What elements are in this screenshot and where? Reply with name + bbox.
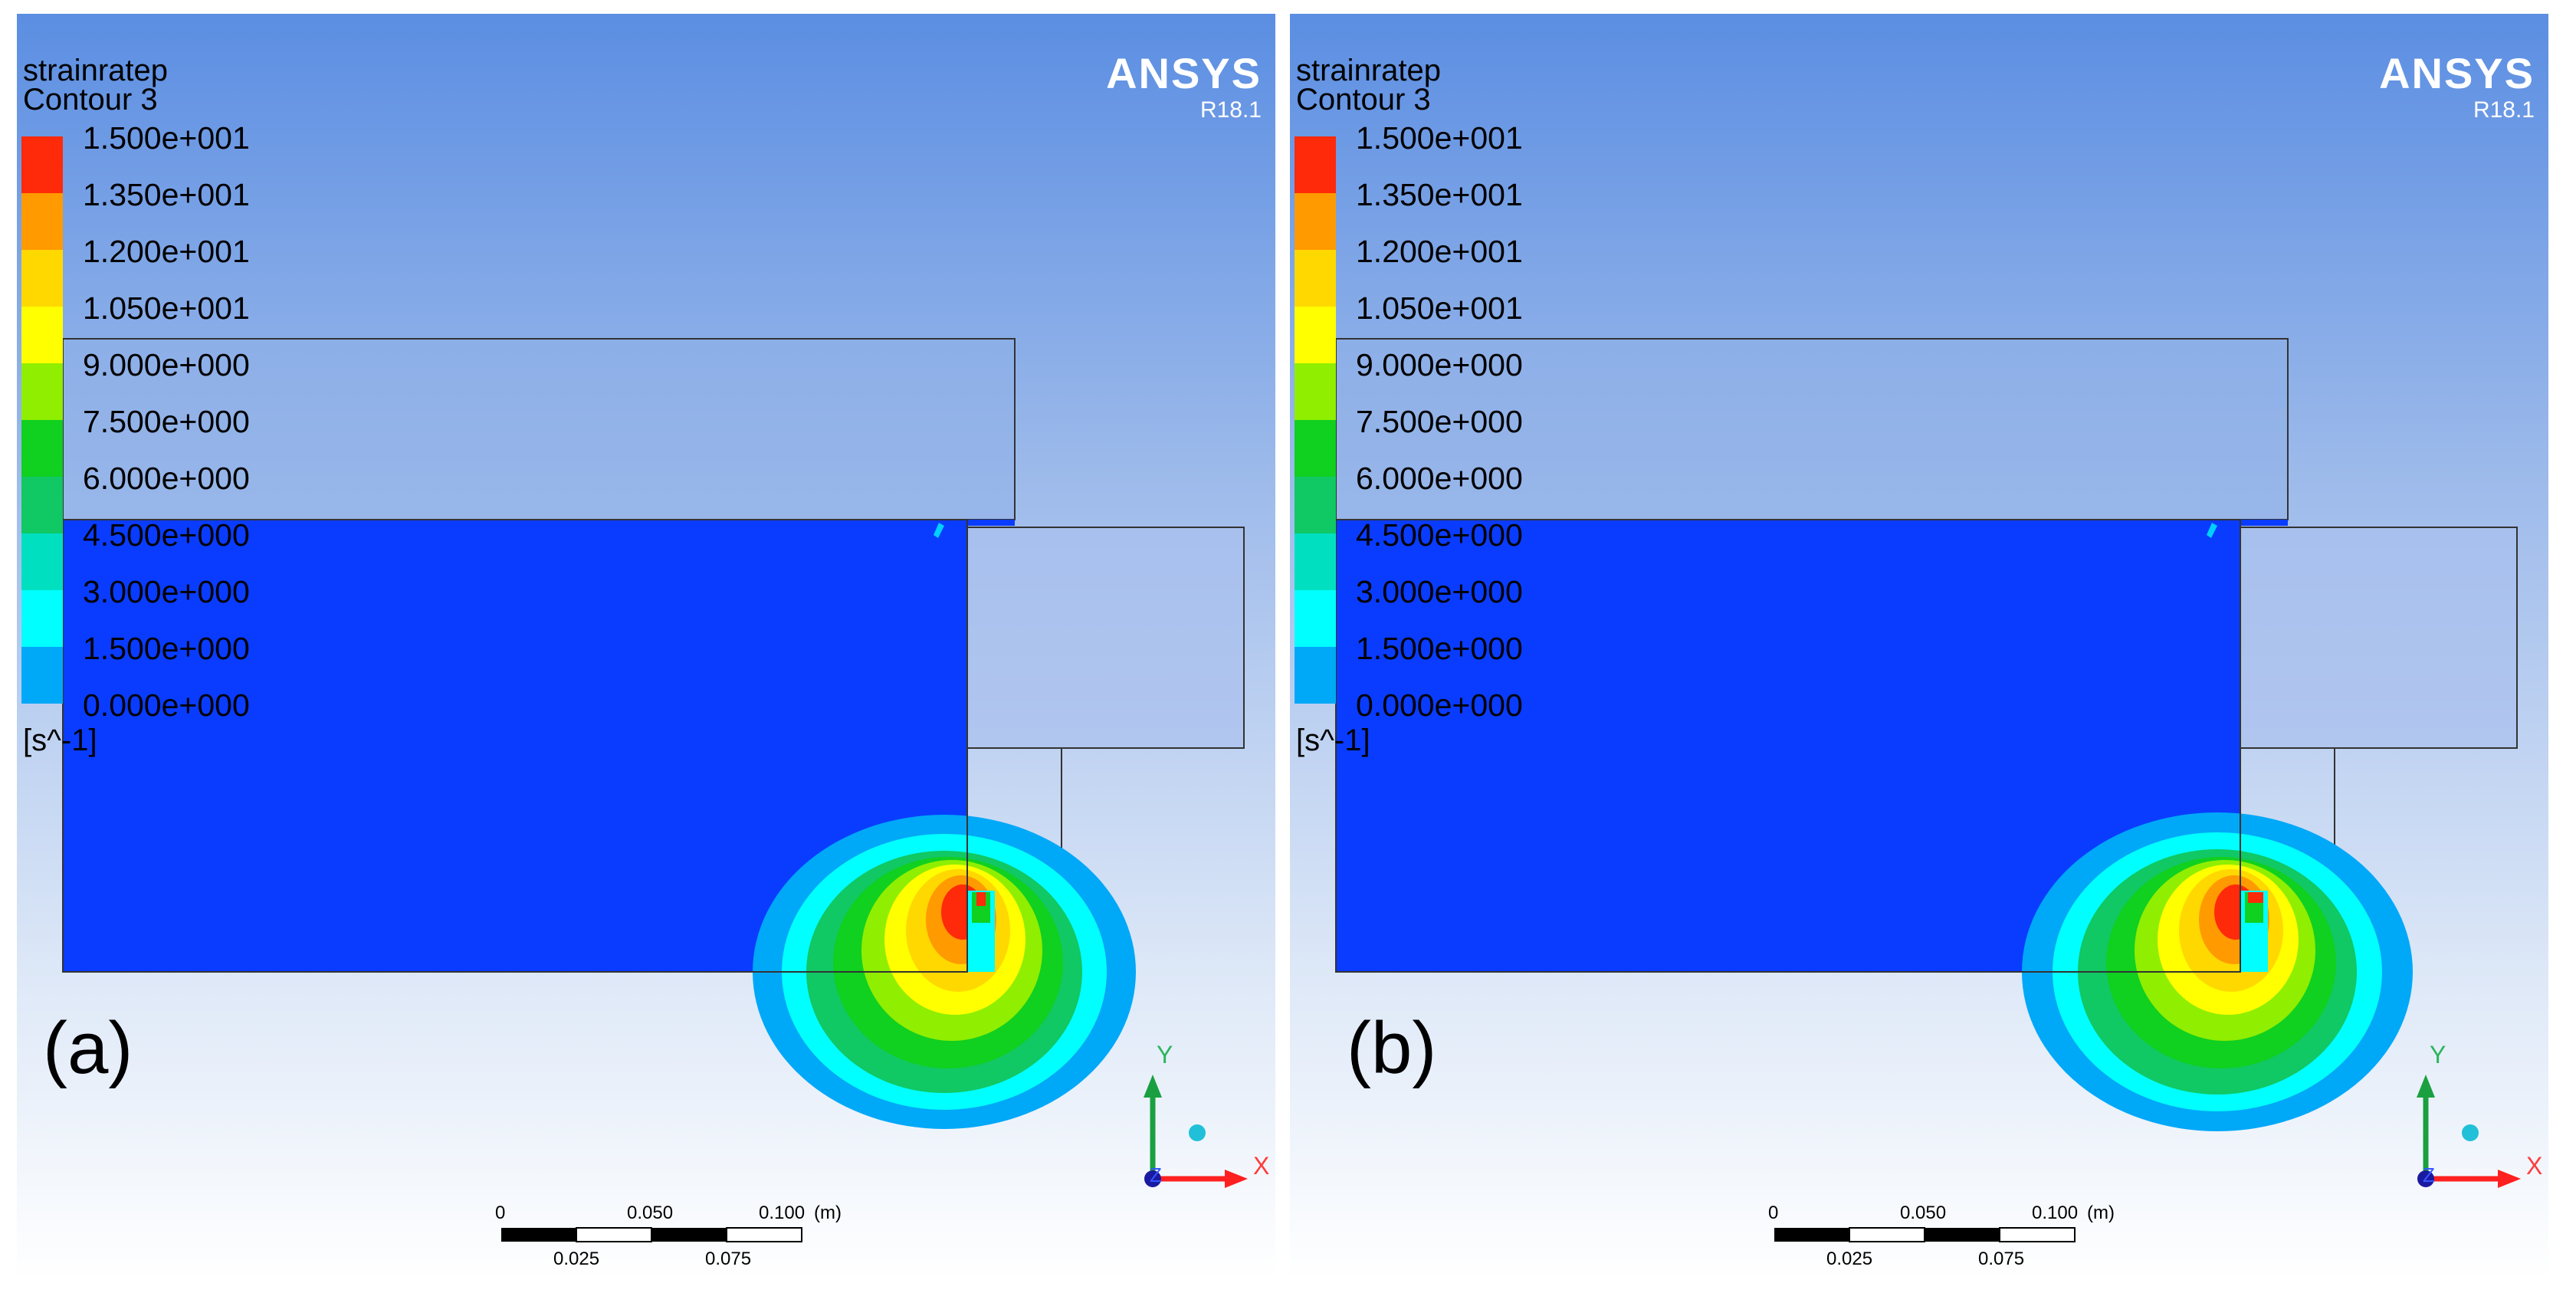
tool-block-outline — [2213, 527, 2518, 749]
scale-bar-label: 0.050 — [1900, 1203, 1947, 1223]
legend-swatch — [21, 477, 63, 533]
legend-swatch — [21, 363, 63, 420]
scale-bar-label: 0.100 — [759, 1203, 806, 1223]
legend-tick: 1.350e+001 — [83, 177, 250, 212]
legend-tick: 0.000e+000 — [83, 688, 250, 723]
legend-tick: 4.500e+000 — [83, 517, 250, 553]
ansys-version: R18.1 — [2473, 97, 2535, 123]
legend-tick: 1.200e+001 — [83, 234, 250, 269]
panel-label: (b) — [1347, 1007, 1437, 1089]
ansys-logo: ANSYS — [2379, 49, 2535, 97]
axis-z-label: Z — [1150, 1163, 1162, 1186]
legend-colorbar — [21, 136, 63, 704]
upper-block-outline — [62, 338, 1016, 520]
scale-bar-label: 0.075 — [1978, 1249, 2025, 1269]
legend-swatch — [21, 420, 63, 477]
domain-top-strip — [2213, 520, 2288, 526]
legend-tick: 3.000e+000 — [1356, 574, 1523, 609]
strain-rate-contour — [2022, 812, 2413, 1131]
legend-swatch — [1295, 136, 1336, 193]
viewport-panel-b[interactable]: strainratep Contour 3 1.500e+001 1.350e+… — [1290, 14, 2548, 1280]
corner-mark — [2207, 523, 2217, 538]
legend-tick: 6.000e+000 — [83, 461, 250, 496]
scale-bar-unit: (m) — [814, 1203, 842, 1223]
domain-outline — [62, 519, 968, 973]
legend-colorbar — [1295, 136, 1336, 704]
legend-swatch — [1295, 477, 1336, 533]
legend-swatch — [1295, 307, 1336, 363]
viewport-graphics — [17, 14, 1275, 1280]
legend-tick: 4.500e+000 — [1356, 517, 1523, 553]
tool-block-outline — [940, 527, 1245, 749]
legend-swatch — [1295, 363, 1336, 420]
axis-x-label: X — [2526, 1152, 2543, 1180]
legend-tick: 7.500e+000 — [83, 404, 250, 439]
legend-swatch — [1295, 420, 1336, 477]
legend-tick: 1.350e+001 — [1356, 177, 1523, 212]
viewport-graphics — [1290, 14, 2548, 1280]
legend-swatch — [21, 193, 63, 250]
legend-swatch — [21, 533, 63, 590]
legend-swatch — [21, 250, 63, 307]
scale-bar-label: 0.100 — [2032, 1203, 2079, 1223]
legend-swatch — [1295, 250, 1336, 307]
axis-y-label: Y — [1157, 1041, 1173, 1068]
legend-tick: 1.500e+001 — [1356, 120, 1523, 156]
domain-outline — [1335, 519, 2241, 973]
legend-tick: 1.200e+001 — [1356, 234, 1523, 269]
legend-swatch — [21, 136, 63, 193]
ansys-logo: ANSYS — [1106, 49, 1262, 97]
legend-tick: 9.000e+000 — [83, 347, 250, 382]
scale-bar-label: 0.075 — [705, 1249, 752, 1269]
domain-top-strip — [940, 520, 1015, 526]
scale-bar-label: 0.050 — [627, 1203, 674, 1223]
upper-block-outline — [1335, 338, 2289, 520]
scale-bar — [1774, 1227, 2076, 1242]
axis-triad — [1144, 1075, 1248, 1188]
legend-contour-name: Contour 3 — [23, 83, 158, 117]
legend-tick: 1.500e+001 — [83, 120, 250, 156]
legend-swatch — [21, 647, 63, 704]
legend-variable-name: strainratep — [1296, 54, 1441, 87]
axis-y-label: Y — [2430, 1041, 2446, 1068]
legend-tick: 6.000e+000 — [1356, 461, 1523, 496]
legend-tick: 7.500e+000 — [1356, 404, 1523, 439]
legend-contour-name: Contour 3 — [1296, 83, 1431, 117]
scale-bar-label: 0.025 — [1826, 1249, 1873, 1269]
legend-tick: 0.000e+000 — [1356, 688, 1523, 723]
scale-bar-label: 0.025 — [553, 1249, 600, 1269]
legend-units: [s^-1] — [23, 724, 97, 757]
legend-variable-name: strainratep — [23, 54, 168, 87]
legend-swatch — [1295, 647, 1336, 704]
viewport-panel-a[interactable]: strainratep Contour 3 1.500e+001 1.350e+… — [17, 14, 1275, 1280]
legend-tick: 1.050e+001 — [83, 290, 250, 326]
legend-swatch — [21, 307, 63, 363]
legend-tick: 1.050e+001 — [1356, 290, 1523, 326]
scale-bar-label: 0 — [1768, 1203, 1779, 1223]
legend-tick: 3.000e+000 — [83, 574, 250, 609]
axis-x-label: X — [1253, 1152, 1270, 1180]
legend-swatch — [21, 590, 63, 647]
legend-swatch — [1295, 590, 1336, 647]
legend-swatch — [1295, 533, 1336, 590]
legend-units: [s^-1] — [1296, 724, 1370, 757]
panel-label: (a) — [43, 1007, 133, 1089]
axis-triad — [2417, 1075, 2521, 1188]
legend-swatch — [1295, 193, 1336, 250]
legend-tick: 1.500e+000 — [1356, 631, 1523, 666]
legend-tick: 1.500e+000 — [83, 631, 250, 666]
scale-bar-label: 0 — [495, 1203, 506, 1223]
scale-bar — [501, 1227, 802, 1242]
scale-bar-unit: (m) — [2087, 1203, 2115, 1223]
ansys-version: R18.1 — [1199, 97, 1262, 123]
axis-z-label: Z — [2423, 1163, 2435, 1186]
corner-mark — [934, 523, 944, 538]
legend-tick: 9.000e+000 — [1356, 347, 1523, 382]
